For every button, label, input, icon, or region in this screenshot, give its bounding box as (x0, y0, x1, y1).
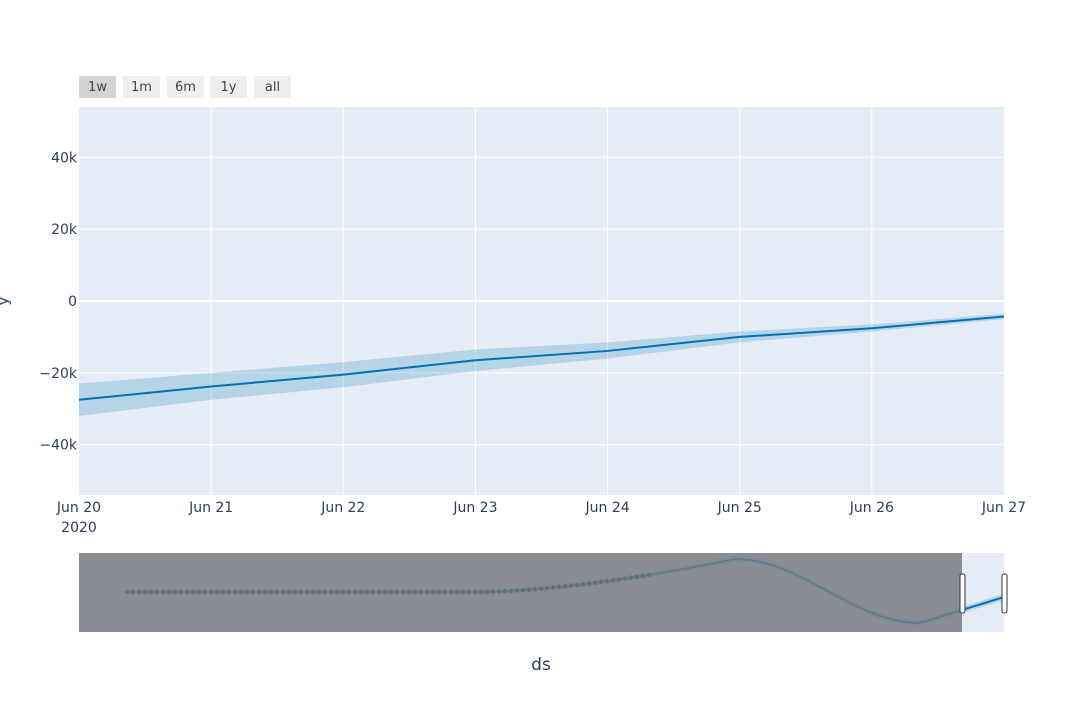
range-button-1y[interactable]: 1y (210, 76, 247, 98)
y-tick-label: 20k (51, 222, 78, 238)
y-tick-label: −40k (39, 438, 78, 454)
x-tick-label: Jun 26 (849, 500, 894, 516)
forecast-line (78, 315, 1005, 401)
range-button-all[interactable]: all (254, 76, 291, 98)
x-tick-label: Jun 21 (188, 500, 233, 516)
range-slider[interactable] (79, 553, 1008, 632)
x-axis-label: ds (531, 655, 551, 675)
x-axis-ticks: Jun 20 Jun 21 Jun 22 Jun 23 Jun 24 Jun 25 Jun … (56, 500, 1026, 536)
x-tick-label: Jun 27 (981, 500, 1026, 516)
slider-handle-left (959, 573, 966, 614)
range-button-6m[interactable]: 6m (167, 76, 204, 98)
x-tick-label: Jun 23 (452, 500, 497, 516)
slider-mask (79, 553, 962, 632)
range-button-1m[interactable]: 1m (123, 76, 160, 98)
y-tick-label: −20k (39, 366, 78, 382)
uncertainty-band (79, 313, 1004, 416)
y-axis-ticks: −40k −20k 0 20k 40k (39, 150, 78, 453)
slider-handle-right (1001, 573, 1008, 614)
x-tick-label: Jun 22 (320, 500, 365, 516)
x-tick-label: Jun 25 (717, 500, 762, 516)
y-axis-label: y (0, 296, 12, 305)
x-tick-label: Jun 24 (585, 500, 630, 516)
y-tick-label: 40k (51, 150, 78, 166)
grid-lines (79, 107, 1004, 495)
y-tick-label: 0 (68, 294, 77, 310)
range-button-1w[interactable]: 1w (79, 76, 116, 98)
x-year-label: 2020 (61, 520, 97, 536)
x-tick-label: Jun 20 (56, 500, 101, 516)
